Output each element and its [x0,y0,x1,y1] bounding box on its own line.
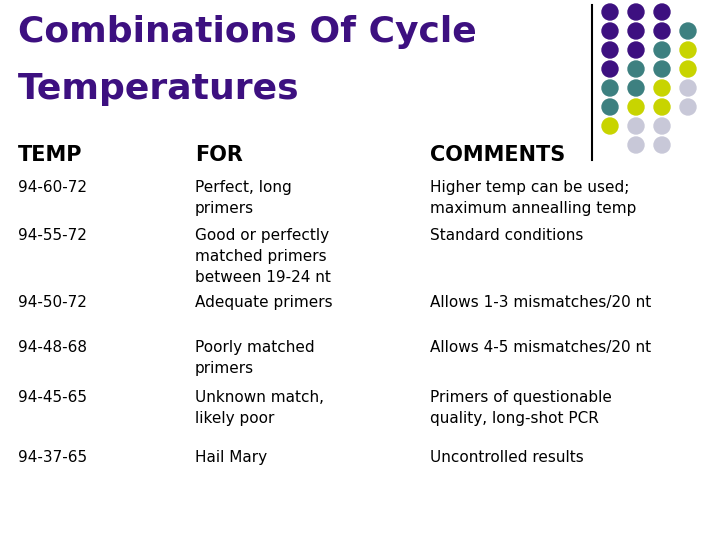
Circle shape [628,4,644,20]
Circle shape [628,99,644,115]
Circle shape [602,80,618,96]
Circle shape [654,42,670,58]
Text: 94-48-68: 94-48-68 [18,340,87,355]
Text: FOR: FOR [195,145,243,165]
Text: Allows 1-3 mismatches/20 nt: Allows 1-3 mismatches/20 nt [430,295,652,310]
Text: Uncontrolled results: Uncontrolled results [430,450,584,465]
Text: Combinations Of Cycle: Combinations Of Cycle [18,15,477,49]
Text: 94-45-65: 94-45-65 [18,390,87,405]
Text: Unknown match,
likely poor: Unknown match, likely poor [195,390,324,426]
Circle shape [628,42,644,58]
Circle shape [628,61,644,77]
Circle shape [628,137,644,153]
Text: Adequate primers: Adequate primers [195,295,333,310]
Text: Poorly matched
primers: Poorly matched primers [195,340,315,376]
Text: TEMP: TEMP [18,145,83,165]
Text: Primers of questionable
quality, long-shot PCR: Primers of questionable quality, long-sh… [430,390,612,426]
Text: 94-60-72: 94-60-72 [18,180,87,195]
Circle shape [680,23,696,39]
Text: 94-55-72: 94-55-72 [18,228,87,243]
Text: Temperatures: Temperatures [18,72,300,106]
Circle shape [602,4,618,20]
Text: Standard conditions: Standard conditions [430,228,583,243]
Circle shape [654,137,670,153]
Circle shape [602,61,618,77]
Circle shape [654,23,670,39]
Text: 94-50-72: 94-50-72 [18,295,87,310]
Circle shape [654,4,670,20]
Circle shape [654,99,670,115]
Circle shape [628,80,644,96]
Text: Perfect, long
primers: Perfect, long primers [195,180,292,216]
Circle shape [654,118,670,134]
Text: Good or perfectly
matched primers
between 19-24 nt: Good or perfectly matched primers betwee… [195,228,331,285]
Text: COMMENTS: COMMENTS [430,145,565,165]
Circle shape [628,23,644,39]
Text: 94-37-65: 94-37-65 [18,450,87,465]
Text: Allows 4-5 mismatches/20 nt: Allows 4-5 mismatches/20 nt [430,340,651,355]
Circle shape [680,80,696,96]
Text: Higher temp can be used;
maximum annealling temp: Higher temp can be used; maximum anneall… [430,180,636,216]
Circle shape [654,80,670,96]
Circle shape [602,23,618,39]
Circle shape [602,99,618,115]
Circle shape [680,99,696,115]
Circle shape [628,118,644,134]
Circle shape [680,42,696,58]
Text: Hail Mary: Hail Mary [195,450,267,465]
Circle shape [680,61,696,77]
Circle shape [602,42,618,58]
Circle shape [602,118,618,134]
Circle shape [654,61,670,77]
